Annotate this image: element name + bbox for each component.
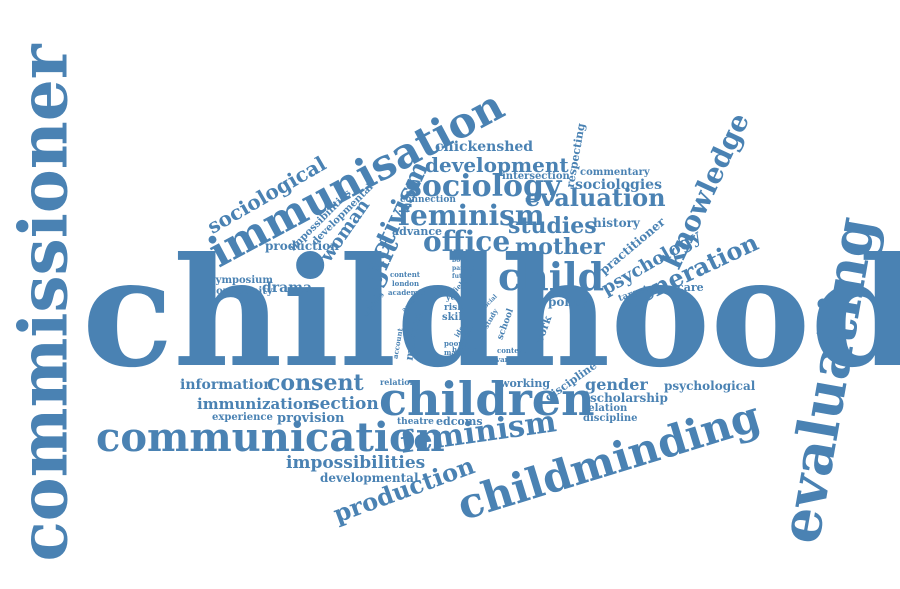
word-psychological: psychological — [664, 380, 755, 392]
word-future: future — [452, 274, 473, 280]
word-child: child — [498, 258, 604, 296]
word-engaging: history — [593, 217, 640, 229]
word-book: book — [452, 258, 468, 264]
word-communication: communication — [96, 418, 445, 458]
word-primary: production — [265, 240, 339, 252]
word-target: advance — [392, 226, 442, 237]
word-psychology: care — [677, 282, 704, 293]
word-information: information — [180, 378, 273, 392]
word-impossibilities: impossibilities — [286, 455, 425, 472]
word-chickenshed: chickenshed — [435, 140, 533, 154]
word-care: policy — [548, 296, 588, 308]
word-drama: drama — [262, 281, 312, 295]
word-content: content — [390, 271, 420, 278]
word-context: context — [497, 347, 526, 354]
word-connection: connection — [400, 196, 456, 205]
word-london: london — [392, 280, 419, 287]
word-immunization: immunization — [197, 397, 314, 412]
word-commentary: sociologies — [575, 178, 662, 192]
word-commissioner: commissioner — [11, 44, 77, 561]
word-parent: parent — [452, 266, 474, 272]
word-consent: consent — [267, 372, 364, 394]
word-varied: varied — [496, 356, 520, 363]
word-intersection: intersection — [502, 172, 570, 182]
